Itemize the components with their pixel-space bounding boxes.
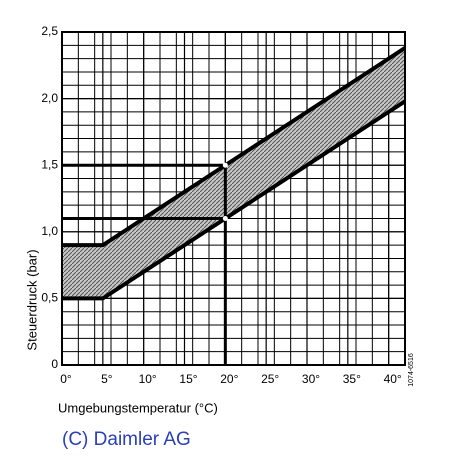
plot-frame [61, 31, 406, 366]
band-edge [62, 99, 407, 301]
x-tick-label: 25° [261, 372, 279, 386]
y-tick-label: 2,0 [41, 91, 58, 105]
figure-code: 1074-6516 [408, 353, 415, 387]
y-tick-label: 1,5 [41, 157, 58, 171]
x-tick-label: 35° [343, 372, 361, 386]
credit: (C) Daimler AG [62, 429, 191, 450]
x-tick-label: 5° [101, 372, 113, 386]
x-tick-label: 10° [139, 372, 157, 386]
x-tick-label: 30° [302, 372, 320, 386]
y-tick-label: 1,0 [41, 224, 58, 238]
x-tick-label: 15° [179, 372, 197, 386]
y-axis-label: Steuerdruck (bar) [24, 249, 39, 350]
y-tick-label: 0,5 [41, 291, 58, 305]
marker-point [222, 162, 228, 168]
band-fill [62, 47, 405, 299]
y-tick-label: 2,5 [41, 24, 58, 38]
y-tick-label: 0 [51, 357, 58, 371]
x-axis-label: Umgebungstemperatur (°C) [58, 400, 218, 415]
x-tick-label: 0° [60, 372, 72, 386]
marker-point [222, 215, 228, 221]
band-edge [62, 46, 407, 248]
x-tick-label: 20° [220, 372, 238, 386]
x-tick-label: 40° [384, 372, 402, 386]
